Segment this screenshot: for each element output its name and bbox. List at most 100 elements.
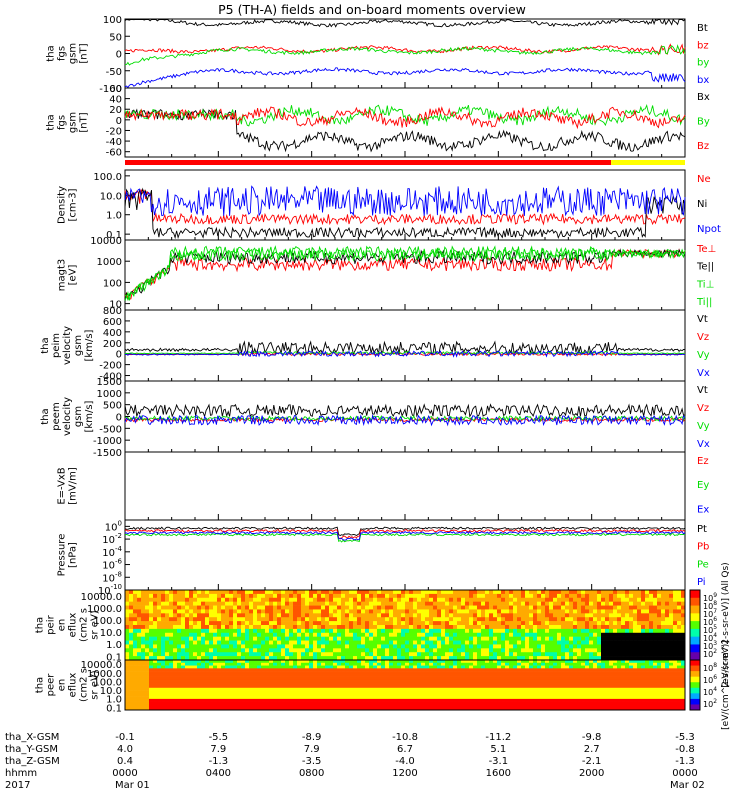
- heatmap-cell: [241, 609, 246, 614]
- heatmap-cell: [181, 628, 186, 634]
- heatmap-cell: [561, 621, 566, 626]
- heatmap-cell: [533, 613, 538, 618]
- heatmap-cell: [125, 632, 130, 637]
- heatmap-cell: [161, 590, 166, 595]
- heatmap-cell: [149, 601, 154, 606]
- heatmap-cell: [509, 662, 514, 666]
- heatmap-cell: [473, 660, 478, 664]
- heatmap-cell: [629, 590, 634, 595]
- heatmap-cell: [465, 628, 470, 634]
- heatmap-cell: [573, 644, 578, 649]
- heatmap-cell: [573, 590, 578, 595]
- heatmap-cell: [549, 665, 554, 669]
- heatmap-cell: [197, 636, 202, 641]
- heatmap-cell: [249, 671, 254, 675]
- heatmap-cell: [541, 660, 546, 664]
- heatmap-cell: [261, 648, 266, 653]
- heatmap-cell: [541, 652, 546, 657]
- heatmap-cell: [409, 693, 414, 697]
- heatmap-cell: [277, 617, 282, 622]
- heatmap-cell: [385, 698, 390, 702]
- heatmap-cell: [577, 652, 582, 657]
- heatmap-cell: [549, 682, 554, 686]
- heatmap-cell: [665, 632, 670, 637]
- heatmap-cell: [189, 640, 194, 645]
- heatmap-cell: [529, 687, 534, 691]
- heatmap-cell: [273, 685, 278, 689]
- heatmap-cell: [285, 682, 290, 686]
- heatmap-cell: [229, 590, 234, 595]
- heatmap-cell: [333, 707, 338, 711]
- heatmap-cell: [581, 609, 586, 614]
- heatmap-cell: [161, 644, 166, 649]
- heatmap-cell: [409, 644, 414, 649]
- heatmap-cell: [197, 652, 202, 657]
- heatmap-cell: [153, 690, 158, 694]
- heatmap-cell: [225, 707, 230, 711]
- heatmap-cell: [413, 648, 418, 653]
- heatmap-cell: [589, 656, 594, 661]
- heatmap-cell: [325, 671, 330, 675]
- heatmap-cell: [129, 593, 134, 599]
- heatmap-cell: [273, 696, 278, 700]
- heatmap-cell: [369, 597, 374, 602]
- heatmap-cell: [545, 685, 550, 689]
- heatmap-cell: [321, 673, 326, 677]
- heatmap-cell: [237, 696, 242, 700]
- heatmap-cell: [349, 613, 354, 618]
- heatmap-cell: [557, 698, 562, 702]
- heatmap-cell: [637, 640, 642, 645]
- heatmap-cell: [245, 625, 250, 630]
- heatmap-cell: [553, 597, 558, 602]
- heatmap-cell: [361, 690, 366, 694]
- heatmap-cell: [433, 693, 438, 697]
- heatmap-cell: [173, 632, 178, 637]
- heatmap-cell: [313, 621, 318, 626]
- heatmap-cell: [517, 671, 522, 675]
- heatmap-cell: [453, 621, 458, 626]
- heatmap-cell: [657, 617, 662, 622]
- heatmap-cell: [617, 605, 622, 610]
- heatmap-cell: [281, 628, 286, 634]
- heatmap-cell: [625, 621, 630, 626]
- heatmap-cell: [481, 613, 486, 618]
- heatmap-cell: [625, 590, 630, 595]
- heatmap-cell: [377, 696, 382, 700]
- heatmap-cell: [377, 656, 382, 661]
- heatmap-cell: [405, 644, 410, 649]
- heatmap-cell: [361, 679, 366, 683]
- heatmap-cell: [497, 625, 502, 630]
- heatmap-cell: [189, 593, 194, 599]
- heatmap-cell: [329, 660, 334, 664]
- heatmap-cell: [381, 636, 386, 641]
- heatmap-cell: [537, 632, 542, 637]
- heatmap-cell: [197, 609, 202, 614]
- heatmap-cell: [209, 632, 214, 637]
- heatmap-cell: [357, 621, 362, 626]
- heatmap-cell: [309, 644, 314, 649]
- heatmap-cell: [413, 676, 418, 680]
- heatmap-cell: [401, 701, 406, 705]
- heatmap-cell: [637, 656, 642, 661]
- heatmap-cell: [125, 701, 130, 705]
- heatmap-cell: [409, 685, 414, 689]
- heatmap-cell: [177, 662, 182, 666]
- heatmap-cell: [341, 656, 346, 661]
- heatmap-cell: [421, 652, 426, 657]
- heatmap-cell: [265, 609, 270, 614]
- heatmap-cell: [305, 597, 310, 602]
- heatmap-cell: [557, 597, 562, 602]
- heatmap-cell: [317, 593, 322, 599]
- heatmap-cell: [517, 621, 522, 626]
- heatmap-cell: [157, 671, 162, 675]
- heatmap-cell: [205, 685, 210, 689]
- heatmap-cell: [397, 628, 402, 634]
- heatmap-cell: [329, 648, 334, 653]
- heatmap-cell: [145, 636, 150, 641]
- heatmap-cell: [353, 668, 358, 672]
- heatmap-cell: [629, 648, 634, 653]
- heatmap-cell: [533, 601, 538, 606]
- heatmap-cell: [237, 613, 242, 618]
- heatmap-cell: [221, 690, 226, 694]
- heatmap-cell: [381, 644, 386, 649]
